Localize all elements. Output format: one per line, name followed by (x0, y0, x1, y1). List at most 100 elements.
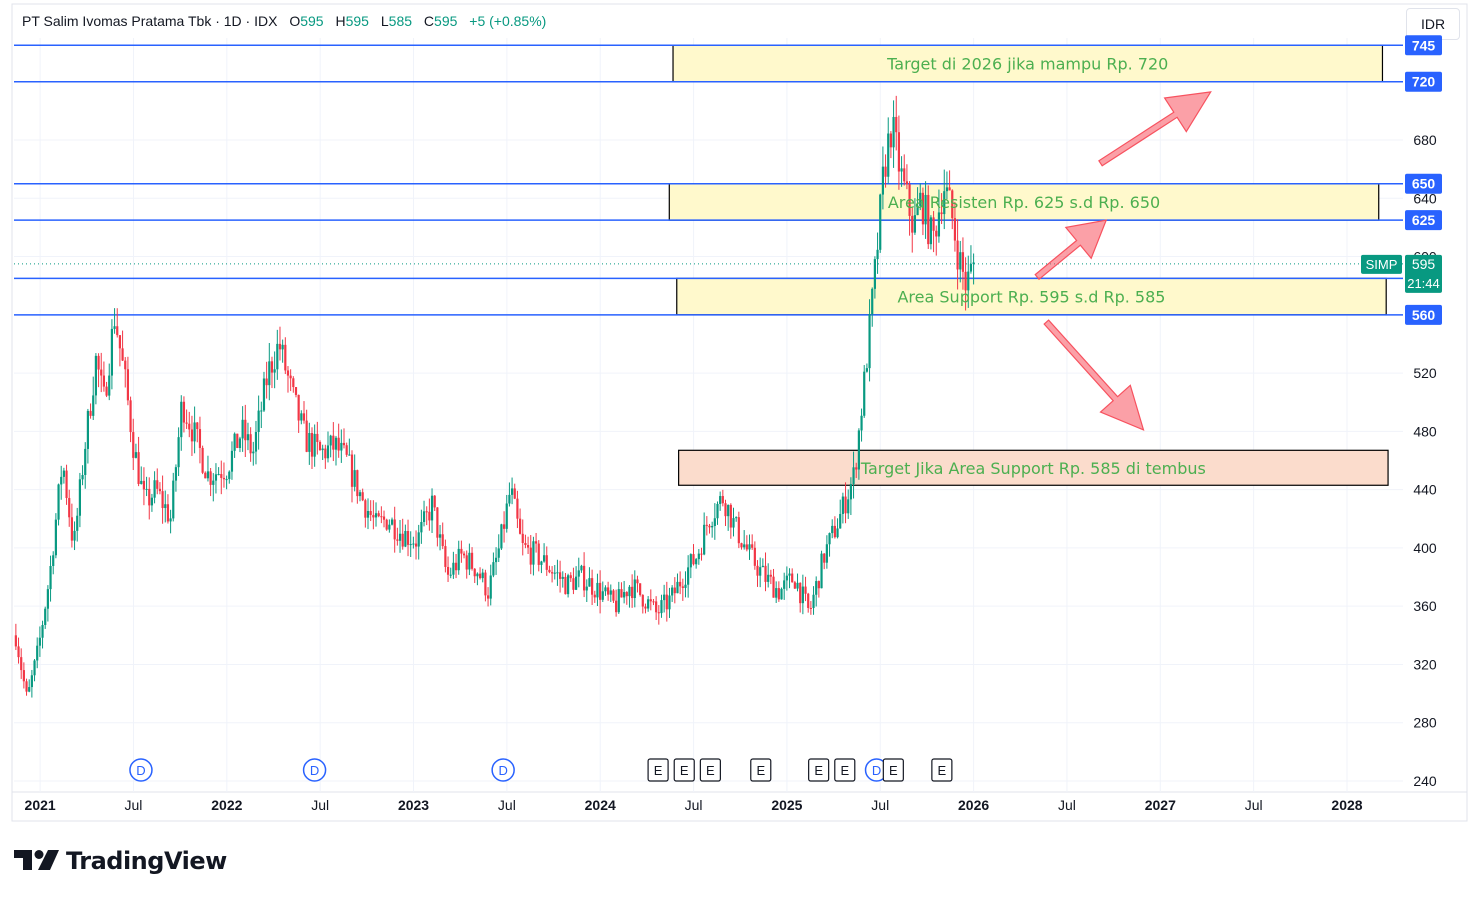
candle-body (532, 541, 535, 565)
candle-body (676, 581, 679, 594)
candle-body (300, 413, 303, 421)
candle-body (468, 552, 471, 570)
dividend-marker[interactable] (129, 758, 153, 782)
earnings-marker[interactable] (882, 758, 904, 782)
candle-body (919, 192, 922, 206)
currency-button[interactable]: IDR (1406, 8, 1460, 40)
price-tick-label: 680 (1413, 132, 1437, 148)
earnings-marker[interactable] (931, 758, 953, 782)
candle-body (791, 573, 794, 583)
candle-body (148, 488, 151, 506)
price-tick-label: 440 (1413, 482, 1437, 498)
candle-body (145, 488, 148, 490)
earnings-marker[interactable] (750, 758, 772, 782)
candle-body (828, 533, 831, 545)
candle-body (361, 492, 364, 501)
candle-body (897, 132, 901, 172)
candle-body (457, 548, 460, 571)
candle-body (372, 515, 375, 518)
candle-body (76, 515, 79, 531)
annotation-arrow[interactable] (1098, 91, 1212, 167)
candle-body (252, 451, 255, 454)
candle-body (537, 543, 540, 565)
candle-body (332, 435, 335, 450)
chart-frame (11, 3, 1468, 822)
annotation-zone[interactable] (676, 277, 1387, 316)
candle-body (265, 378, 268, 386)
dividend-marker-label: D (136, 763, 145, 778)
annotation-arrow[interactable] (1034, 219, 1108, 281)
candle-body (364, 500, 367, 518)
candle-body (849, 484, 852, 500)
candle-body (636, 579, 639, 584)
candle-body (105, 386, 108, 396)
candle-body (276, 343, 279, 370)
candle-body (812, 594, 815, 609)
annotation-zone[interactable] (668, 183, 1380, 221)
candle-body (665, 594, 668, 610)
earnings-marker[interactable] (808, 758, 830, 782)
candle-body (94, 355, 98, 396)
candle-body (553, 572, 556, 574)
candle-body (871, 288, 874, 315)
tradingview-logo[interactable]: TradingView (14, 845, 227, 877)
time-tick-label: Jul (1058, 797, 1076, 813)
candle-body (156, 480, 159, 489)
candle-body (564, 576, 567, 595)
candle-body (356, 470, 359, 497)
candle-body (655, 601, 658, 613)
candle-body (353, 470, 356, 487)
countdown-label: 21:44 (1407, 276, 1440, 291)
candle-body (81, 475, 84, 480)
candle-body (689, 554, 692, 568)
candle-body (804, 586, 807, 594)
candle-body (196, 422, 199, 430)
candle-body (436, 507, 439, 538)
candle-body (964, 271, 967, 291)
dividend-marker[interactable] (302, 758, 327, 782)
candle-body (703, 524, 706, 555)
earnings-marker[interactable] (673, 758, 695, 782)
candle-body (180, 401, 183, 438)
candle-body (150, 497, 154, 506)
candle-body (369, 511, 372, 516)
candle-body (959, 252, 962, 270)
candle-body (313, 433, 316, 457)
candle-body (36, 645, 39, 661)
candle-body (20, 657, 23, 671)
candle-body (398, 533, 402, 541)
annotation-zone[interactable] (678, 449, 1389, 486)
earnings-marker-label: E (654, 763, 663, 778)
symbol-title[interactable]: PT Salim Ivomas Pratama Tbk · 1D · IDX (22, 13, 278, 29)
candle-body (268, 361, 271, 386)
candle-body (857, 430, 860, 470)
candle-body (412, 543, 415, 545)
symbol-badge[interactable] (1361, 254, 1402, 274)
price-tick-label: 360 (1413, 598, 1437, 614)
earnings-marker[interactable] (647, 758, 669, 782)
earnings-marker[interactable] (699, 758, 721, 782)
candle-body (575, 576, 578, 590)
candle-body (542, 555, 546, 562)
earnings-marker[interactable] (834, 758, 856, 782)
candle-body (204, 472, 207, 479)
candle-body (612, 590, 615, 601)
last-price-label: 595 (1412, 256, 1436, 272)
candle-body (17, 646, 20, 658)
candle-body (628, 586, 631, 597)
time-tick-label: Jul (871, 797, 889, 813)
dividend-marker-label: D (498, 763, 507, 778)
earnings-marker-label: E (680, 763, 689, 778)
candle-body (793, 582, 796, 589)
annotation-arrow[interactable] (1043, 319, 1145, 431)
candle-body (433, 495, 436, 508)
candle-body (318, 441, 322, 451)
candle-body (140, 480, 143, 484)
candle-body (409, 544, 412, 546)
dividend-marker[interactable] (491, 758, 515, 782)
annotation-zone[interactable] (672, 44, 1384, 83)
zone-label: Area Resisten Rp. 625 s.d Rp. 650 (888, 193, 1160, 212)
candle-body (732, 518, 735, 528)
candle-body (193, 422, 196, 442)
